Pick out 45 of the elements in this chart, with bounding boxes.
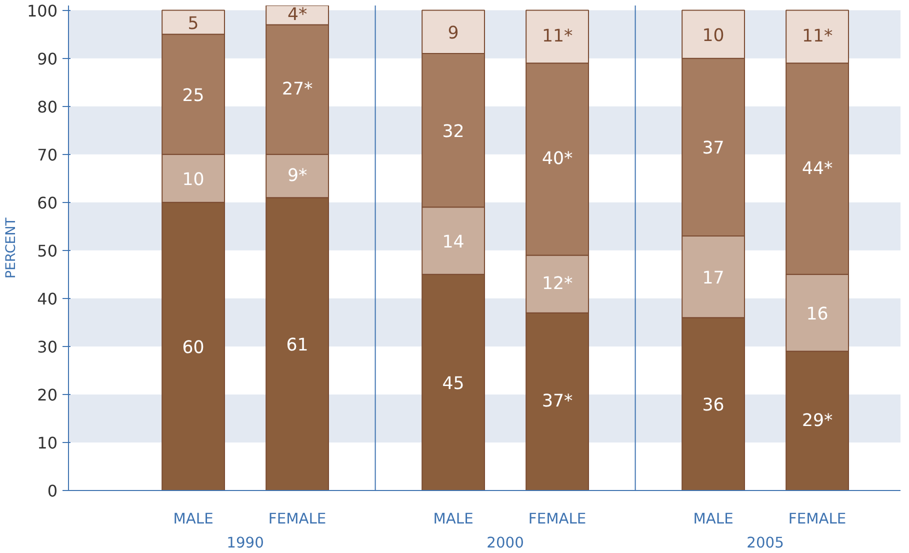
data-label: 10 <box>182 170 204 190</box>
text: 1990 <box>226 534 264 552</box>
data-label: 11* <box>802 26 833 47</box>
data-label: 16 <box>806 304 828 324</box>
data-label: 9 <box>448 23 459 44</box>
x-tick-label: FEMALE <box>788 510 846 528</box>
data-label: 61 <box>286 336 308 356</box>
y-tick-label: 100 <box>26 1 58 20</box>
x-tick-label: MALE <box>693 510 734 528</box>
x-tick-label: FEMALE <box>268 510 326 528</box>
data-label: 25 <box>182 86 204 106</box>
y-tick-label: 70 <box>37 145 58 164</box>
y-tick-label: 90 <box>37 49 58 68</box>
data-label: 17 <box>702 268 724 288</box>
data-label: 9* <box>287 166 308 186</box>
y-tick-label: 30 <box>37 337 58 356</box>
data-label: 29* <box>802 410 833 431</box>
data-label: 10 <box>702 26 724 46</box>
y-tick-label: 80 <box>37 97 58 116</box>
y-tick-label: 20 <box>37 385 58 404</box>
text: 2005 <box>746 534 784 552</box>
data-label: 11* <box>542 26 573 47</box>
data-label: 40* <box>542 149 573 170</box>
y-tick-label: 0 <box>47 482 58 500</box>
data-label: 32 <box>442 122 464 142</box>
x-tick-label: FEMALE <box>528 510 586 528</box>
data-label: 27* <box>282 80 313 100</box>
data-label: 14 <box>442 232 464 252</box>
data-label: 4* <box>287 5 308 26</box>
x-tick-label: MALE <box>173 510 214 528</box>
y-axis-title: PERCENT <box>4 216 19 278</box>
data-label: 36 <box>702 396 724 416</box>
data-label: 37* <box>542 392 573 412</box>
x-tick-label: MALE <box>433 510 474 528</box>
data-label: 44* <box>802 158 833 179</box>
y-tick-label: 50 <box>37 241 58 260</box>
y-tick-label: 60 <box>37 193 58 212</box>
y-tick-label: 40 <box>37 289 58 308</box>
y-tick-label: 10 <box>37 433 58 452</box>
text: 2000 <box>486 534 524 552</box>
data-label: 37 <box>702 138 724 159</box>
data-label: 60 <box>182 338 204 358</box>
data-label: 5 <box>188 14 199 34</box>
data-label: 45 <box>442 374 464 394</box>
data-label: 12* <box>542 274 573 294</box>
